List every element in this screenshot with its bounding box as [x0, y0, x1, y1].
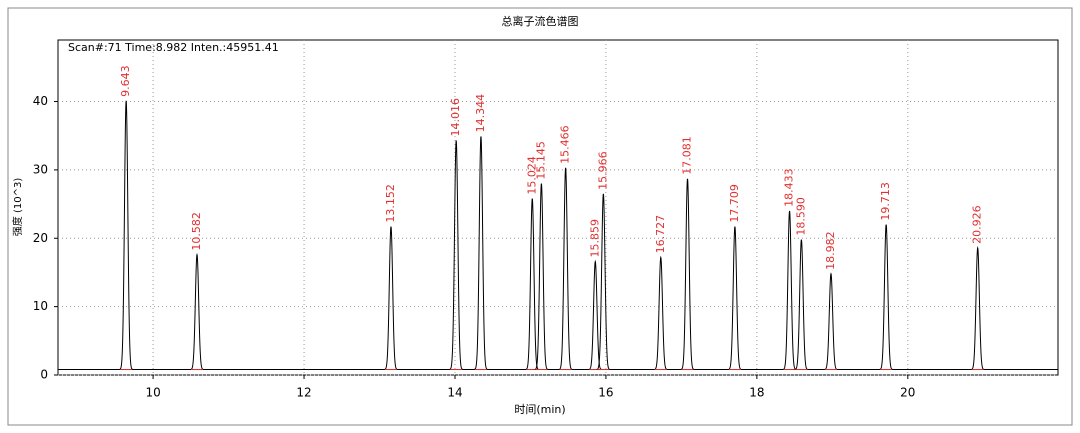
peak-label: 18.433 [783, 168, 796, 207]
peak [782, 210, 797, 370]
peak-label: 10.582 [190, 212, 203, 251]
peak [119, 100, 133, 370]
peak-label: 13.152 [384, 184, 397, 223]
peak-label: 15.024 [525, 156, 538, 195]
y-axis-label: 强度 (10^3) [11, 178, 24, 237]
peak-label: 15.966 [596, 151, 609, 190]
peak [384, 226, 398, 370]
x-axis-label: 时间(min) [514, 403, 565, 416]
peak [588, 259, 602, 370]
y-tick-label: 10 [33, 299, 48, 313]
peak [824, 272, 838, 370]
peak [449, 140, 463, 370]
x-tick-label: 18 [749, 386, 764, 400]
peak [534, 183, 549, 370]
chart-title: 总离子流色谱图 [502, 14, 579, 28]
peak [879, 224, 893, 370]
peak [728, 226, 742, 370]
peak-label: 9.643 [119, 65, 132, 97]
annotation: Scan#:71 Time:8.982 Inten.:45951.41 [68, 41, 279, 54]
peak-label: 15.466 [559, 125, 572, 164]
peak [794, 239, 809, 370]
peak [970, 245, 985, 370]
peak [558, 167, 573, 370]
peak-label: 20.926 [971, 205, 984, 244]
peak [596, 193, 611, 370]
x-tick-label: 16 [598, 386, 613, 400]
peak-label: 18.590 [794, 197, 807, 236]
x-tick-label: 12 [296, 386, 311, 400]
peak-label: 15.145 [534, 141, 547, 180]
peak-label: 17.081 [681, 136, 694, 175]
peak-label: 15.859 [588, 219, 601, 258]
peak [190, 252, 204, 370]
peak-label: 17.709 [728, 184, 741, 223]
x-tick-label: 14 [447, 386, 462, 400]
peak-label: 14.016 [449, 98, 462, 137]
peak [654, 255, 668, 370]
peak-label: 18.982 [824, 231, 837, 270]
x-tick-label: 20 [900, 386, 915, 400]
peak [474, 136, 488, 370]
peak-label: 14.344 [474, 94, 487, 132]
peak-label: 16.727 [654, 215, 667, 254]
peak-label: 19.713 [879, 182, 892, 221]
x-tick-label: 10 [145, 386, 160, 400]
peak [680, 178, 695, 370]
y-tick-label: 0 [40, 368, 48, 382]
y-tick-label: 40 [33, 94, 48, 108]
y-tick-label: 20 [33, 231, 48, 245]
y-tick-label: 30 [33, 162, 48, 176]
